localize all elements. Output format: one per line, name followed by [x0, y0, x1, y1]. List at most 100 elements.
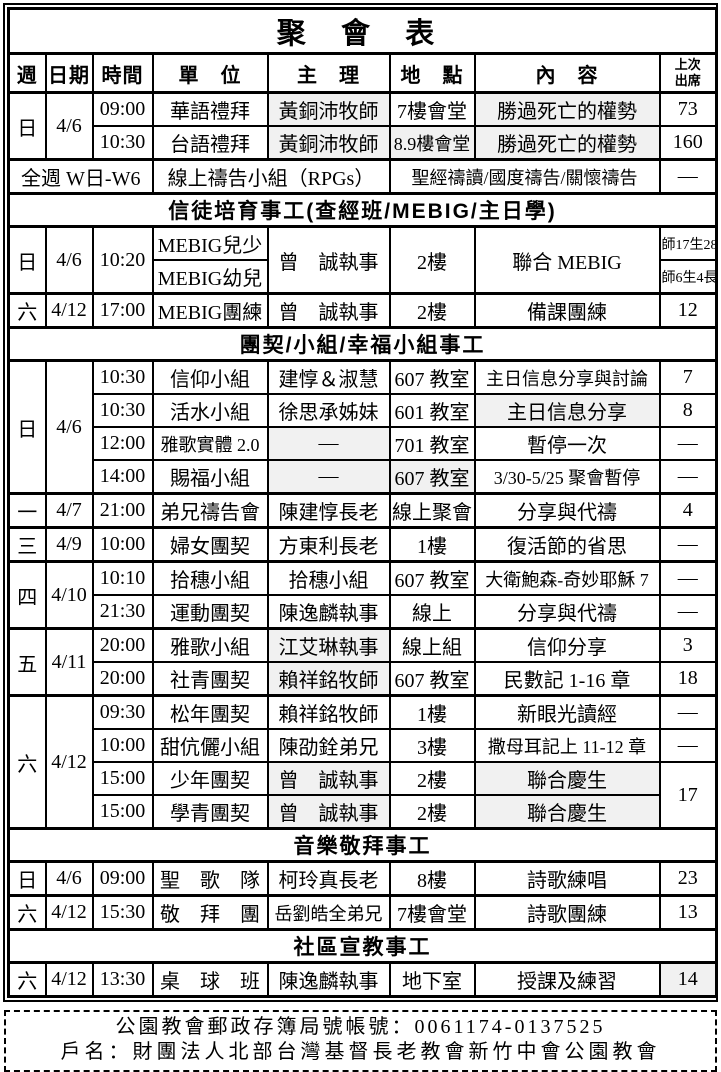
table-cell: 賜福小組 — [151, 459, 269, 495]
table-title: 聚 會 表 — [7, 7, 718, 55]
table-cell: 10:00 — [91, 728, 154, 763]
table-cell: 江艾琳執事 — [266, 627, 391, 663]
table-cell: 4/6 — [44, 225, 94, 295]
table-cell: 10:10 — [91, 560, 154, 596]
table-cell: 大衛鮑森-奇妙耶穌 7 — [473, 560, 661, 596]
table-cell: 建惇＆淑慧 — [266, 359, 391, 395]
table-cell: 徐思承姊妹 — [266, 393, 391, 428]
table-cell: 607 教室 — [388, 459, 476, 495]
table-cell: 09:00 — [91, 91, 154, 127]
table-cell: 3 — [658, 627, 718, 663]
postal-account-line: 公園教會郵政存簿局號帳號：0061174-0137525 — [115, 1016, 606, 1038]
table-cell: 2樓 — [388, 225, 476, 295]
table-cell: 賴祥銘牧師 — [266, 694, 391, 730]
table-cell: 聖經禱讀/國度禱告/關懷禱告 — [388, 158, 661, 195]
table-cell: 方東利長老 — [266, 526, 391, 563]
schedule-table-body: 聚 會 表週日期 時間單 位主 理地 點內 容上次 出席日 4/6 09:00 華語禮拜… — [7, 7, 718, 998]
table-cell: 13 — [658, 894, 718, 931]
table-cell: 師17生28長2 — [658, 225, 718, 261]
table-cell: 主日信息分享 — [473, 393, 661, 428]
table-cell: 4/6 — [44, 860, 94, 897]
table-cell: — — [658, 459, 718, 495]
table-cell: 4/6 — [44, 359, 94, 495]
table-cell: 民數記 1-16 章 — [473, 661, 661, 697]
table-cell: 學青團契 — [151, 794, 269, 830]
table-cell: 日 — [7, 225, 47, 295]
table-cell: 撒母耳記上 11-12 章 — [473, 728, 661, 763]
table-cell: 六 — [7, 961, 47, 998]
table-cell: 勝過死亡的權勢 — [473, 125, 661, 161]
table-cell: 1樓 — [388, 694, 476, 730]
bank-account-box: 公園教會郵政存簿局號帳號：0061174-0137525 戶名：財團法人北部台灣… — [4, 1010, 717, 1072]
table-cell: 線上聚會 — [388, 492, 476, 529]
table-cell: 聖 歌 隊 — [151, 860, 269, 897]
table-cell: 4/12 — [44, 961, 94, 998]
table-cell: 主日信息分享與討論 — [473, 359, 661, 395]
table-cell: — — [658, 560, 718, 596]
table-cell: — — [658, 728, 718, 763]
table-cell: 分享與代禱 — [473, 492, 661, 529]
table-cell: 台語禮拜 — [151, 125, 269, 161]
table-cell: 607 教室 — [388, 560, 476, 596]
table-cell: 17:00 — [91, 292, 154, 329]
table-cell: — — [658, 426, 718, 461]
table-cell: — — [658, 158, 718, 195]
table-cell: 09:30 — [91, 694, 154, 730]
table-cell: 信仰小組 — [151, 359, 269, 395]
table-cell: 23 — [658, 860, 718, 897]
table-cell: MEBIG幼兒 — [151, 259, 269, 295]
table-cell: 日 — [7, 359, 47, 495]
table-cell: 陳建惇長老 — [266, 492, 391, 529]
column-header: 日期 — [44, 52, 94, 94]
table-cell: 13:30 — [91, 961, 154, 998]
table-cell: 六 — [7, 292, 47, 329]
section-header: 團契/小組/幸福小組事工 — [7, 326, 718, 362]
table-cell: 拾穗小組 — [151, 560, 269, 596]
table-cell: 10:30 — [91, 359, 154, 395]
table-cell: 陳逸麟執事 — [266, 594, 391, 630]
table-cell: 桌 球 班 — [151, 961, 269, 998]
table-cell: 3樓 — [388, 728, 476, 763]
table-cell: 分享與代禱 — [473, 594, 661, 630]
table-cell: 15:30 — [91, 894, 154, 931]
column-header: 時間 — [91, 52, 154, 94]
table-cell: 8.9樓會堂 — [388, 125, 476, 161]
table-cell: 7樓會堂 — [388, 91, 476, 127]
table-cell: 4/12 — [44, 694, 94, 830]
table-cell: 曾 誠執事 — [266, 794, 391, 830]
section-header: 信徒培育事工(查經班/MEBIG/主日學) — [7, 192, 718, 228]
table-cell: 曾 誠執事 — [266, 292, 391, 329]
table-cell: 復活節的省思 — [473, 526, 661, 563]
table-cell: 160 — [658, 125, 718, 161]
column-header: 單 位 — [151, 52, 269, 94]
table-cell: 松年團契 — [151, 694, 269, 730]
table-cell: 活水小組 — [151, 393, 269, 428]
table-cell: 岳劉皓全弟兄 — [266, 894, 391, 931]
table-cell: 曾 誠執事 — [266, 761, 391, 796]
table-cell: 73 — [658, 91, 718, 127]
table-cell: 20:00 — [91, 627, 154, 663]
table-cell: 線上組 — [388, 627, 476, 663]
table-cell: 14 — [658, 961, 718, 998]
table-cell: 12 — [658, 292, 718, 329]
section-header: 音樂敬拜事工 — [7, 827, 718, 863]
table-cell: 4/9 — [44, 526, 94, 563]
table-cell: 701 教室 — [388, 426, 476, 461]
table-cell: 五 — [7, 627, 47, 697]
table-cell: 4 — [658, 492, 718, 529]
table-cell: 10:00 — [91, 526, 154, 563]
column-header: 主 理 — [266, 52, 391, 94]
column-header: 內 容 — [473, 52, 661, 94]
section-header: 社區宣教事工 — [7, 928, 718, 964]
table-cell: — — [658, 694, 718, 730]
table-cell: 2樓 — [388, 292, 476, 329]
table-cell: 8 — [658, 393, 718, 428]
table-cell: — — [266, 426, 391, 461]
table-cell: 2樓 — [388, 794, 476, 830]
table-cell: 日 — [7, 91, 47, 161]
table-cell: — — [658, 594, 718, 630]
table-cell: 7樓會堂 — [388, 894, 476, 931]
table-cell: 8樓 — [388, 860, 476, 897]
table-cell: 黃銅沛牧師 — [266, 91, 391, 127]
